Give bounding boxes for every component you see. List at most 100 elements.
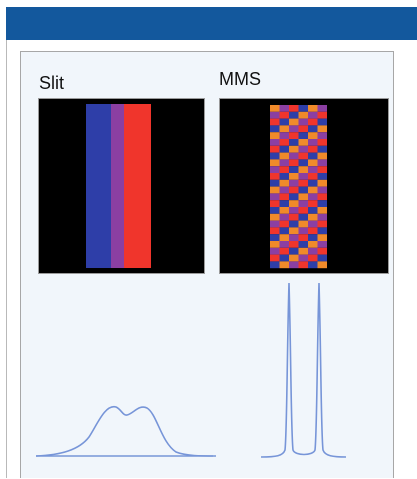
mms-cell [279, 220, 289, 228]
mms-cell [289, 247, 299, 255]
mms-cell [298, 125, 308, 133]
mms-cell [298, 173, 308, 180]
mms-image-panel [219, 98, 389, 274]
mms-cell [308, 139, 318, 146]
mms-cell [317, 118, 327, 126]
mms-cell [289, 207, 299, 214]
mms-cell [270, 213, 280, 221]
mms-cell [317, 173, 327, 180]
mms-cell [279, 200, 289, 207]
slit-image-panel [38, 98, 205, 274]
mms-cell [308, 159, 318, 167]
mms-cell [279, 254, 289, 262]
mms-cell [308, 152, 318, 160]
mms-cell [298, 179, 308, 187]
mms-cell [289, 261, 299, 269]
mms-cell [298, 220, 308, 228]
mms-cell [270, 207, 280, 214]
mms-cell [289, 159, 299, 167]
mms-cell [298, 241, 308, 248]
mms-cell [308, 173, 318, 180]
mms-cell [270, 186, 280, 194]
mms-cell [279, 132, 289, 139]
mms-cell [298, 105, 308, 112]
mms-cell [279, 241, 289, 248]
header-bar [6, 7, 417, 40]
mms-cell [279, 207, 289, 214]
mms-cell [298, 227, 308, 235]
mms-cell [317, 145, 327, 153]
mms-cell [279, 125, 289, 133]
mms-cell [270, 179, 280, 187]
mms-cell [289, 145, 299, 153]
mms-cell [308, 111, 318, 119]
mms-cell [289, 200, 299, 207]
mms-cell [308, 200, 318, 207]
mms-cell [289, 118, 299, 126]
mms-cell [317, 179, 327, 187]
mms-cell [308, 166, 318, 173]
figure-frame: Slit MMS [20, 51, 394, 478]
mms-cell [270, 193, 280, 201]
mms-cell [308, 179, 318, 187]
mms-cell [270, 111, 280, 119]
mms-cell [317, 227, 327, 235]
mms-cell [279, 247, 289, 255]
mms-cell [289, 227, 299, 235]
mms-cell [317, 247, 327, 255]
mms-cell [317, 125, 327, 133]
slit-red-stripe [124, 104, 151, 268]
mms-cell [279, 139, 289, 146]
mms-cell [308, 247, 318, 255]
mms-cell [289, 193, 299, 201]
mms-cell [308, 241, 318, 248]
mms-cell [270, 125, 280, 133]
mms-cell [298, 213, 308, 221]
mms-cell [270, 241, 280, 248]
mms-cell [279, 186, 289, 194]
mms-cell [270, 220, 280, 228]
mms-cell [308, 193, 318, 201]
mms-cell [308, 227, 318, 235]
mms-cell [270, 166, 280, 173]
mms-cell [298, 254, 308, 262]
mms-label: MMS [219, 69, 261, 89]
mms-cell [317, 105, 327, 112]
mms-cell [279, 179, 289, 187]
slit-purple-stripe [111, 104, 124, 268]
mms-cell [270, 173, 280, 180]
mms-cell [279, 118, 289, 126]
mms-cell [308, 105, 318, 112]
mms-cell [298, 159, 308, 167]
mms-cell [270, 234, 280, 241]
mms-cell [289, 241, 299, 248]
mms-cell [317, 254, 327, 262]
mms-cell [308, 118, 318, 126]
mms-cell [279, 159, 289, 167]
mms-cell [298, 132, 308, 139]
mms-cell [317, 166, 327, 173]
mms-cell [317, 234, 327, 241]
mms-cell [289, 234, 299, 241]
mms-cell [289, 186, 299, 194]
mms-cell [289, 220, 299, 228]
mms-cell [279, 152, 289, 160]
mms-cell [270, 254, 280, 262]
mms-cell [317, 200, 327, 207]
mms-cell [308, 145, 318, 153]
mms-cell [308, 234, 318, 241]
mms-cell [289, 179, 299, 187]
mms-cell [270, 159, 280, 167]
mms-cell [298, 166, 308, 173]
mms-cell [279, 166, 289, 173]
mms-profile-curve [260, 282, 347, 458]
mms-cell [317, 132, 327, 139]
mms-cell [279, 234, 289, 241]
mms-cell [308, 186, 318, 194]
mms-cell [279, 261, 289, 269]
mms-cell [289, 213, 299, 221]
mms-cell [289, 139, 299, 146]
mms-cell [317, 193, 327, 201]
mms-cell [298, 152, 308, 160]
mms-cell [308, 132, 318, 139]
